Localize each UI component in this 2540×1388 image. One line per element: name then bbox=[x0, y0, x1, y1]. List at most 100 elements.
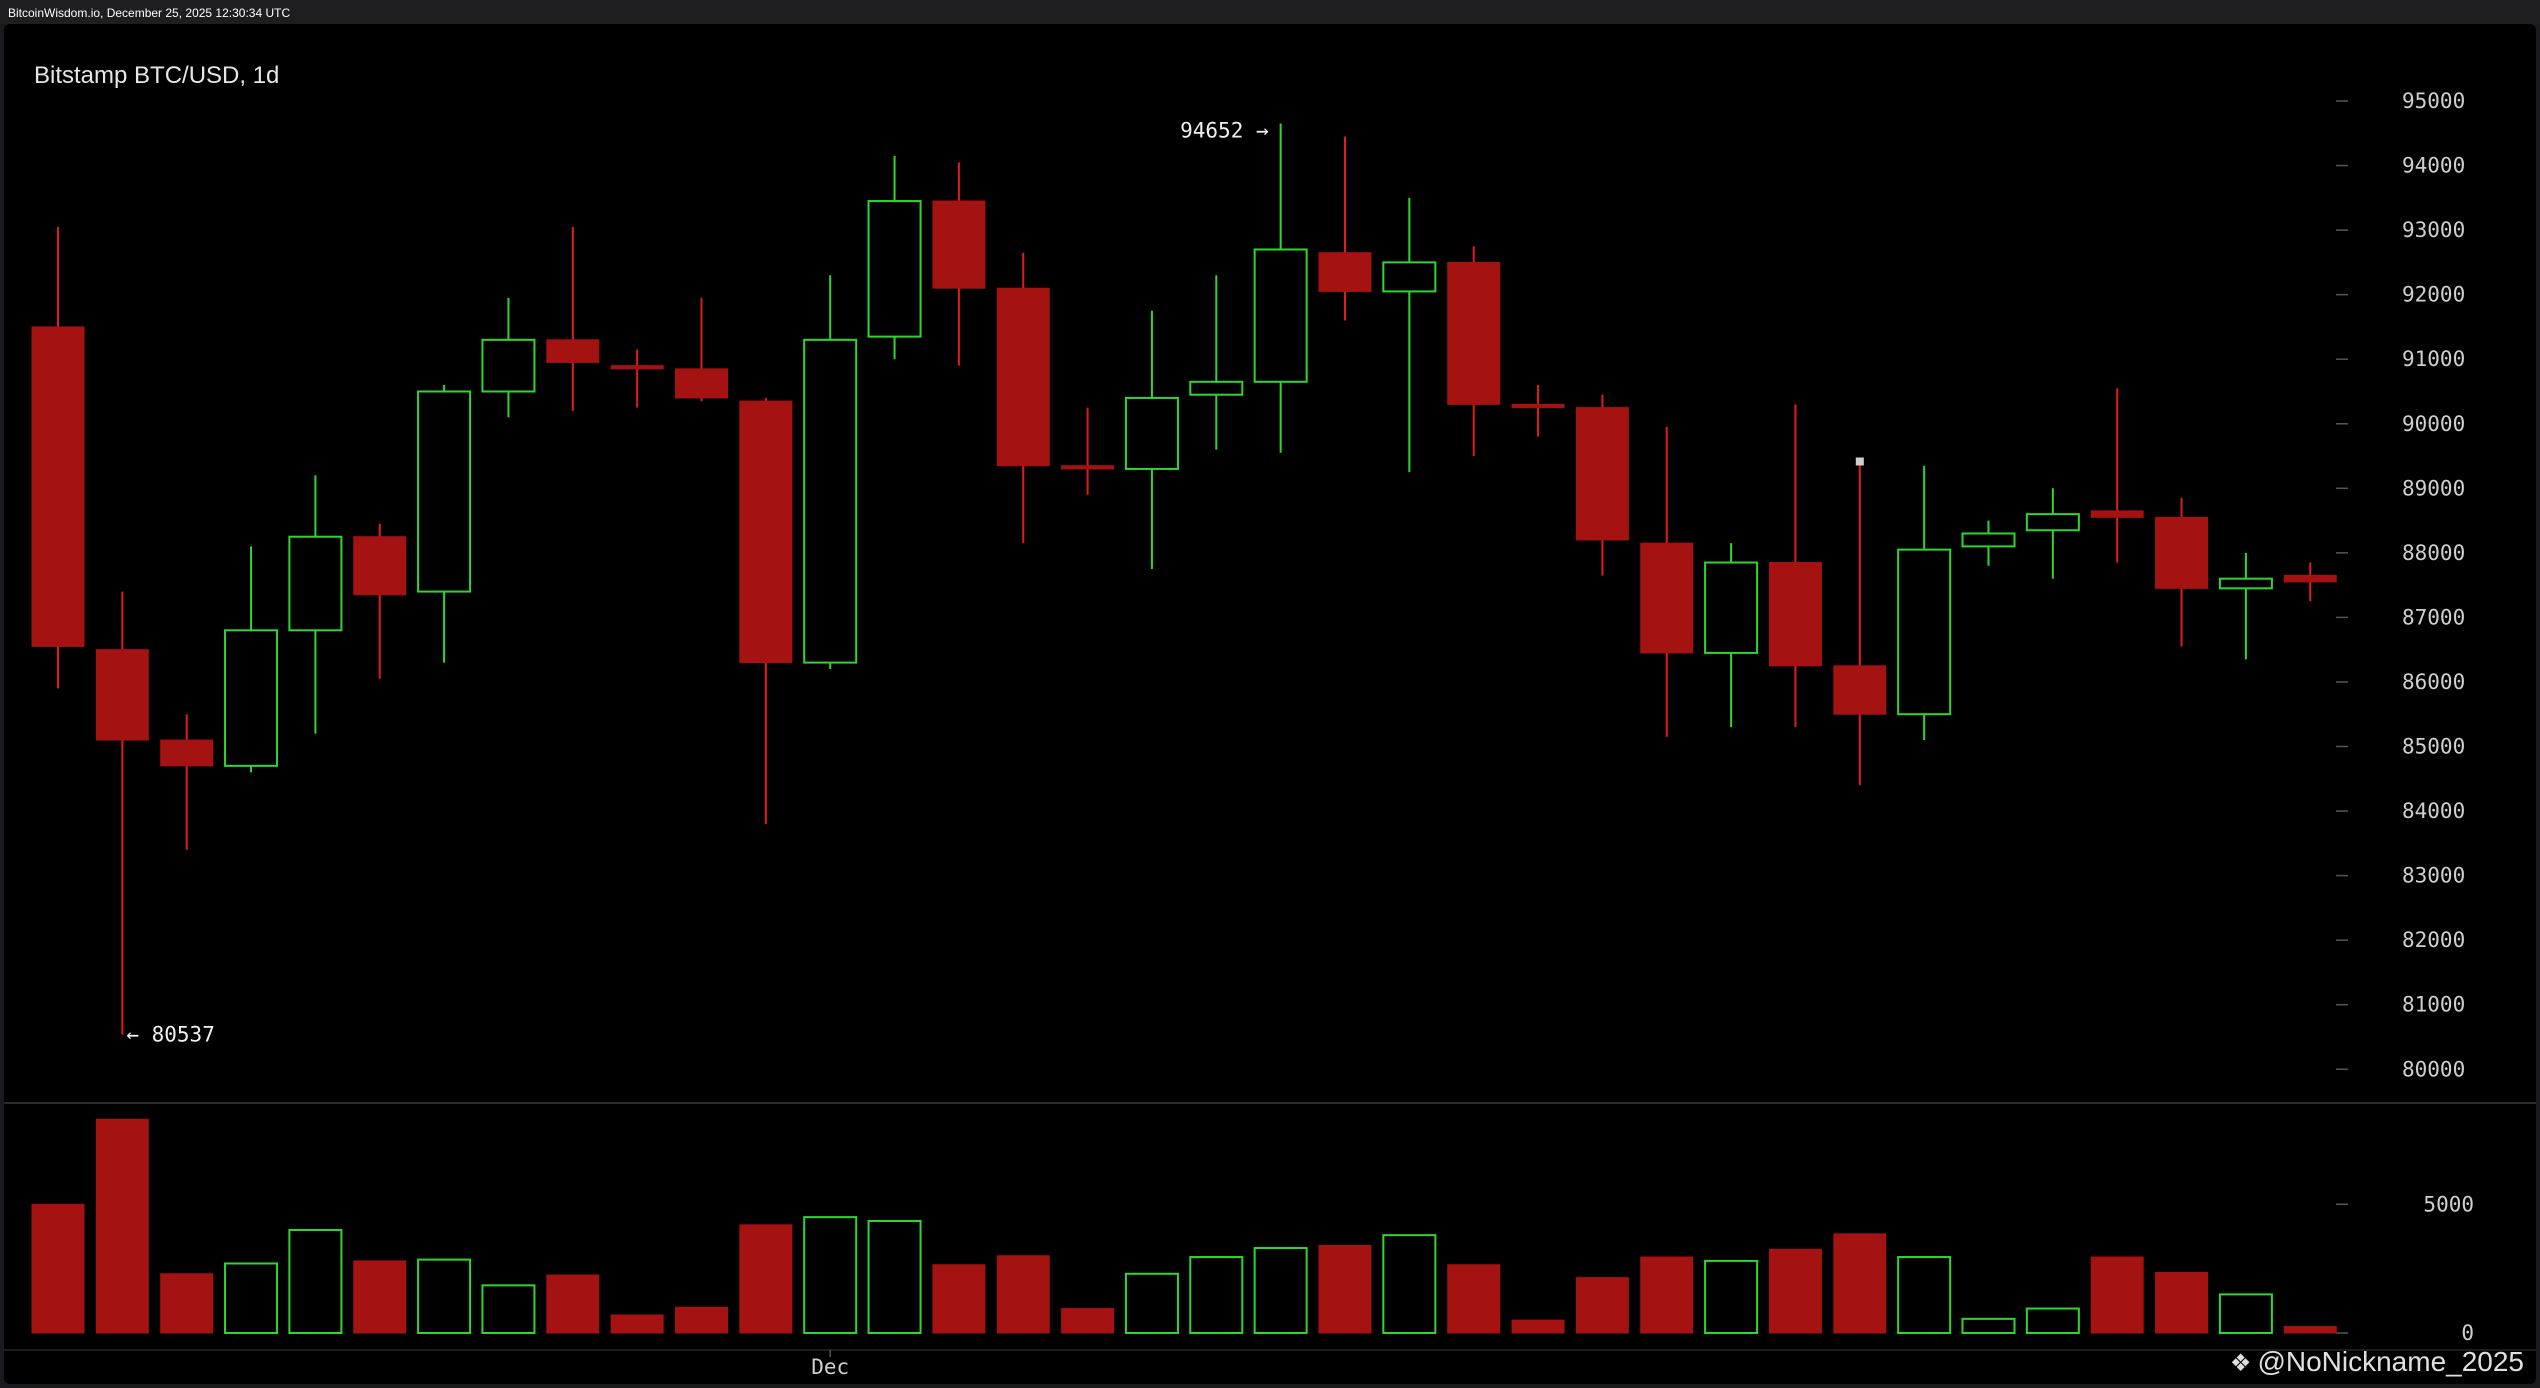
volume-bar-down bbox=[1447, 1264, 1501, 1334]
volume-bar-down bbox=[739, 1224, 793, 1334]
candle-body-down bbox=[1833, 665, 1887, 715]
price-tick-label: 87000 bbox=[2402, 605, 2465, 629]
high-annotation: 94652 → bbox=[1180, 118, 1269, 142]
crosshair-marker bbox=[1855, 457, 1864, 466]
volume-bar-down bbox=[1318, 1244, 1372, 1334]
volume-bar-down bbox=[675, 1306, 728, 1334]
x-axis-label: Dec bbox=[811, 1355, 849, 1379]
candle-body-up bbox=[2218, 577, 2273, 590]
volume-bar-up bbox=[481, 1284, 536, 1335]
volume-bar-down bbox=[546, 1274, 600, 1334]
price-tick-label: 92000 bbox=[2402, 283, 2465, 307]
price-tick-label: 80000 bbox=[2402, 1057, 2465, 1081]
volume-bar-down bbox=[2283, 1326, 2337, 1334]
volume-bar-up bbox=[867, 1219, 922, 1335]
volume-bar-up bbox=[417, 1258, 472, 1335]
candle-body-down bbox=[2090, 510, 2144, 518]
watermark-text: @NoNickname_2025 bbox=[2257, 1346, 2524, 1377]
volume-tick-label: 0 bbox=[2461, 1321, 2474, 1345]
watermark: ❖ @NoNickname_2025 bbox=[2230, 1346, 2524, 1378]
volume-bar-up bbox=[288, 1229, 343, 1334]
volume-bar-up bbox=[1961, 1317, 2016, 1335]
volume-bar-down bbox=[1768, 1248, 1822, 1334]
candle-body-up bbox=[288, 535, 343, 632]
volume-bar-down bbox=[1833, 1233, 1887, 1334]
price-tick-label: 95000 bbox=[2402, 89, 2465, 113]
volume-bar-down bbox=[996, 1255, 1050, 1334]
volume-bar-up bbox=[1382, 1234, 1437, 1335]
price-tick-label: 91000 bbox=[2402, 347, 2465, 371]
binance-square-icon: ❖ bbox=[2229, 1350, 2252, 1377]
volume-bar-down bbox=[1640, 1256, 1694, 1334]
volume-bar-up bbox=[1897, 1256, 1952, 1334]
candle-body-down bbox=[2155, 516, 2209, 589]
volume-bar-down bbox=[2090, 1256, 2144, 1334]
price-tick-label: 94000 bbox=[2402, 154, 2465, 178]
price-tick-label: 93000 bbox=[2402, 218, 2465, 242]
candle-body-down bbox=[1447, 261, 1501, 405]
candle-body-down bbox=[739, 400, 793, 664]
candle-body-down bbox=[932, 200, 986, 289]
candle-body-down bbox=[675, 368, 728, 399]
candle-body-up bbox=[1253, 248, 1308, 383]
volume-bar-up bbox=[2218, 1293, 2273, 1334]
volume-bar-up bbox=[2025, 1307, 2080, 1334]
candle-body-up bbox=[1189, 380, 1244, 396]
chart-panel: 80000 81000 82000 83000 84000 85000 86000 87000… bbox=[4, 24, 2536, 1384]
volume-bar-up bbox=[224, 1262, 279, 1334]
volume-bar-down bbox=[95, 1118, 149, 1334]
candle-body-down bbox=[1640, 542, 1694, 654]
volume-bar-down bbox=[31, 1203, 85, 1334]
volume-bar-down bbox=[932, 1264, 986, 1334]
candle-body-up bbox=[1124, 396, 1179, 470]
candle-body-down bbox=[1318, 252, 1372, 292]
candle-body-up bbox=[417, 390, 472, 593]
candle-body-down bbox=[610, 365, 664, 370]
candle-body-down bbox=[546, 339, 600, 363]
candle-body-down bbox=[1768, 562, 1822, 667]
candle-body-up bbox=[224, 629, 279, 767]
candle-body-down bbox=[31, 326, 85, 647]
candle-body-down bbox=[1061, 465, 1115, 470]
price-tick-label: 85000 bbox=[2402, 735, 2465, 759]
chart-title: Bitstamp BTC/USD, 1d bbox=[34, 62, 280, 89]
window-header: BitcoinWisdom.io, December 25, 2025 12:3… bbox=[0, 0, 2540, 24]
candle-body-up bbox=[1382, 261, 1437, 293]
volume-bar-down bbox=[1061, 1308, 1115, 1334]
candle-body-down bbox=[1575, 407, 1629, 541]
candle-body-up bbox=[803, 338, 858, 664]
candle-body-down bbox=[95, 649, 149, 741]
volume-bar-up bbox=[1704, 1259, 1759, 1335]
price-tick-label: 84000 bbox=[2402, 799, 2465, 823]
chart-canvas[interactable]: 80000 81000 82000 83000 84000 85000 86000 87000… bbox=[4, 24, 2536, 1384]
candle-body-down bbox=[160, 739, 214, 767]
price-tick-label: 86000 bbox=[2402, 670, 2465, 694]
header-text: BitcoinWisdom.io, December 25, 2025 12:3… bbox=[8, 6, 291, 20]
price-tick-label: 83000 bbox=[2402, 864, 2465, 888]
volume-bar-down bbox=[2155, 1271, 2209, 1334]
candle-body-up bbox=[867, 200, 922, 338]
volume-bar-down bbox=[353, 1260, 407, 1334]
price-tick-label: 89000 bbox=[2402, 476, 2465, 500]
volume-bar-down bbox=[1511, 1319, 1565, 1334]
candle-body-up bbox=[1961, 532, 2016, 548]
volume-bar-up bbox=[1124, 1272, 1179, 1335]
volume-bar-up bbox=[803, 1216, 858, 1334]
price-tick-label: 82000 bbox=[2402, 928, 2465, 952]
price-tick-label: 88000 bbox=[2402, 541, 2465, 565]
price-tick-label: 90000 bbox=[2402, 412, 2465, 436]
volume-bar-down bbox=[1575, 1277, 1629, 1334]
volume-tick-label: 5000 bbox=[2423, 1192, 2474, 1216]
candle-body-down bbox=[2283, 574, 2337, 583]
candle-body-up bbox=[2025, 513, 2080, 532]
volume-bar-up bbox=[1253, 1247, 1308, 1335]
candle-body-up bbox=[1704, 561, 1759, 654]
volume-bar-up bbox=[1189, 1256, 1244, 1334]
candle-body-up bbox=[1897, 548, 1952, 716]
candle-body-down bbox=[996, 287, 1050, 467]
volume-bar-down bbox=[610, 1314, 664, 1334]
candle-body-down bbox=[353, 536, 407, 596]
candle-body-up bbox=[481, 338, 536, 393]
volume-bar-down bbox=[160, 1273, 214, 1334]
candle-body-down bbox=[1511, 403, 1565, 409]
